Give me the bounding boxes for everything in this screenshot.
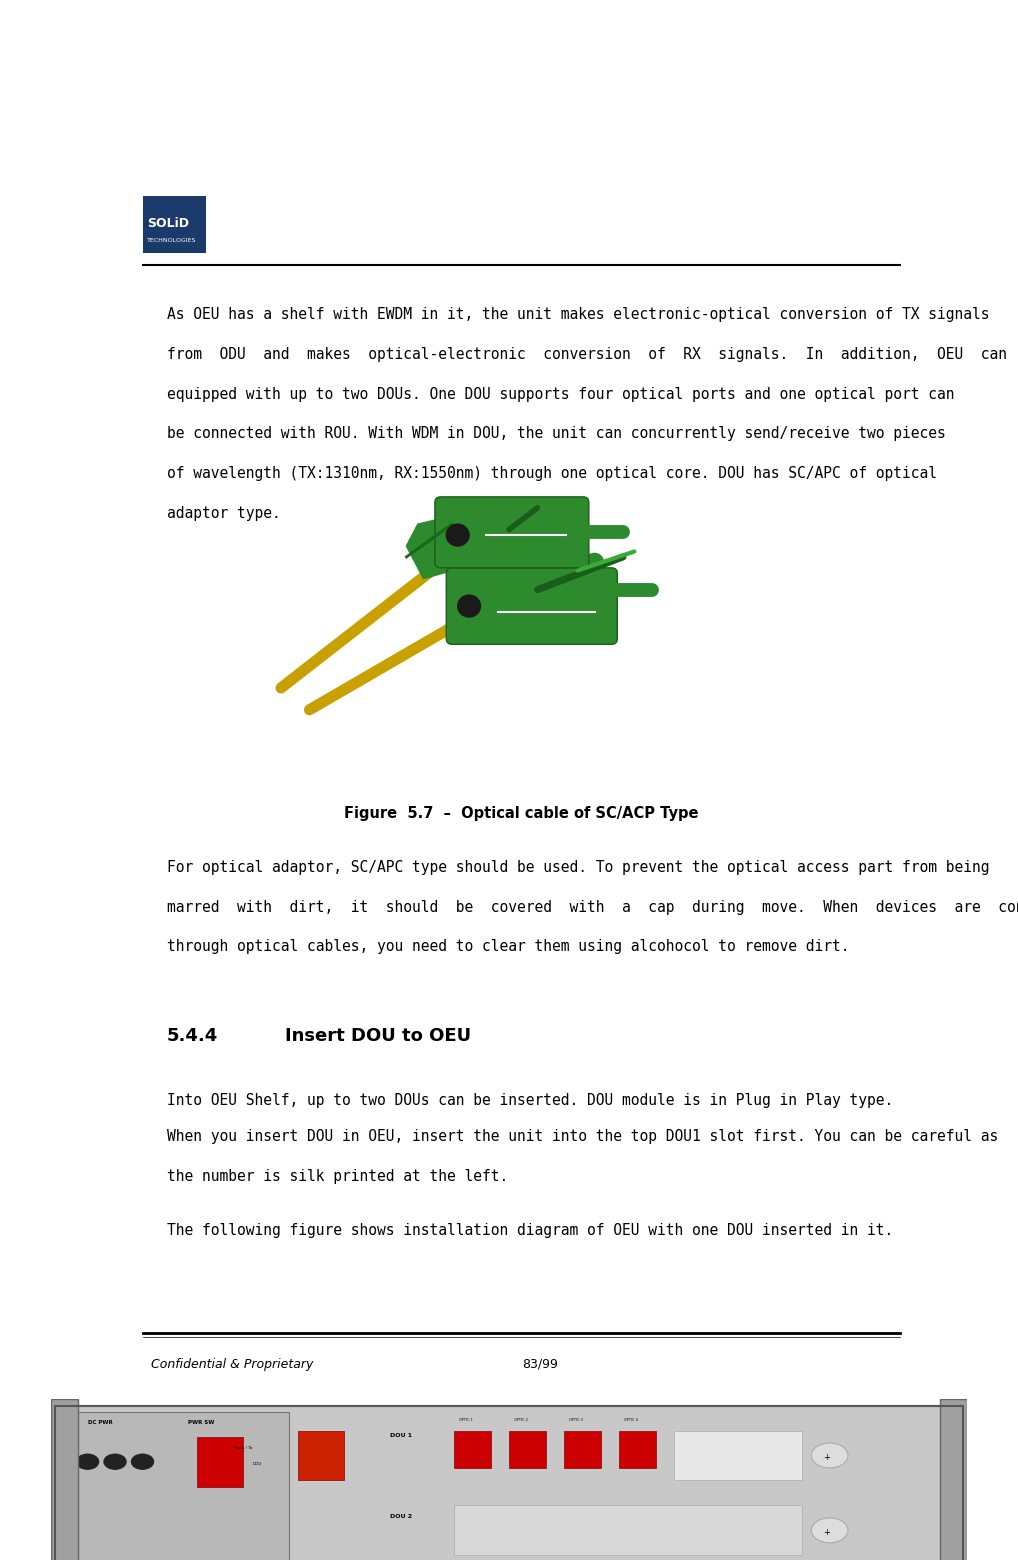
- Bar: [509, 1431, 546, 1468]
- Circle shape: [446, 524, 469, 546]
- Text: Into OEU Shelf, up to two DOUs can be inserted. DOU module is in Plug in Play ty: Into OEU Shelf, up to two DOUs can be in…: [167, 1094, 893, 1108]
- Text: OPTIC 3: OPTIC 3: [568, 1418, 582, 1423]
- Circle shape: [458, 596, 480, 616]
- Text: 83/99: 83/99: [521, 1357, 558, 1371]
- Circle shape: [104, 1454, 126, 1470]
- Text: 5.4.4: 5.4.4: [167, 1026, 218, 1045]
- Bar: [454, 1431, 491, 1468]
- Text: from  ODU  and  makes  optical-electronic  conversion  of  RX  signals.  In  add: from ODU and makes optical-electronic co…: [167, 346, 1018, 362]
- Circle shape: [76, 1454, 99, 1470]
- Bar: [60, 1412, 289, 1560]
- Text: equipped with up to two DOUs. One DOU supports four optical ports and one optica: equipped with up to two DOUs. One DOU su…: [167, 387, 954, 401]
- Polygon shape: [406, 513, 498, 579]
- Text: OPTIC 2: OPTIC 2: [513, 1418, 527, 1423]
- Text: For optical adaptor, SC/APC type should be used. To prevent the optical access p: For optical adaptor, SC/APC type should …: [167, 860, 989, 875]
- Text: SOLiD: SOLiD: [147, 217, 189, 229]
- Text: PWR SW: PWR SW: [188, 1420, 215, 1426]
- Text: +: +: [824, 1527, 830, 1537]
- Bar: [454, 1505, 802, 1555]
- Bar: [298, 1431, 344, 1480]
- FancyBboxPatch shape: [446, 568, 617, 644]
- Text: As OEU has a shelf with EWDM in it, the unit makes electronic-optical conversion: As OEU has a shelf with EWDM in it, the …: [167, 307, 989, 323]
- Text: the number is silk printed at the left.: the number is silk printed at the left.: [167, 1168, 508, 1184]
- Text: When you insert DOU in OEU, insert the unit into the top DOU1 slot first. You ca: When you insert DOU in OEU, insert the u…: [167, 1129, 998, 1143]
- Text: TECHNOLOGIES: TECHNOLOGIES: [147, 237, 196, 242]
- Bar: [940, 1399, 967, 1560]
- Bar: [619, 1431, 656, 1468]
- Text: DOU: DOU: [252, 1462, 262, 1466]
- Circle shape: [811, 1518, 848, 1543]
- Text: marred  with  dirt,  it  should  be  covered  with  a  cap  during  move.  When : marred with dirt, it should be covered w…: [167, 900, 1018, 914]
- FancyBboxPatch shape: [143, 195, 206, 253]
- Text: Figure  5.7  –  Optical cable of SC/ACP Type: Figure 5.7 – Optical cable of SC/ACP Typ…: [344, 807, 699, 821]
- Text: of wavelength (TX:1310nm, RX:1550nm) through one optical core. DOU has SC/APC of: of wavelength (TX:1310nm, RX:1550nm) thr…: [167, 466, 937, 480]
- Bar: [674, 1431, 802, 1480]
- Text: +: +: [824, 1452, 830, 1462]
- Text: The following figure shows installation diagram of OEU with one DOU inserted in : The following figure shows installation …: [167, 1223, 893, 1237]
- Text: OPTIC 1: OPTIC 1: [458, 1418, 472, 1423]
- Bar: [51, 1399, 78, 1560]
- Bar: [564, 1431, 601, 1468]
- Circle shape: [131, 1454, 154, 1470]
- Text: The following figure shows installation diagram of OEU with two DOUs inserted in: The following figure shows installation …: [167, 1438, 902, 1454]
- Bar: [197, 1437, 243, 1487]
- Text: be connected with ROU. With WDM in DOU, the unit can concurrently send/receive t: be connected with ROU. With WDM in DOU, …: [167, 426, 946, 441]
- Text: Confidential & Proprietary: Confidential & Proprietary: [151, 1357, 314, 1371]
- Text: through optical cables, you need to clear them using alcohocol to remove dirt.: through optical cables, you need to clea…: [167, 939, 849, 955]
- Text: DC PWR: DC PWR: [88, 1420, 112, 1426]
- FancyBboxPatch shape: [435, 498, 588, 568]
- FancyBboxPatch shape: [56, 1406, 962, 1560]
- Text: From / To: From / To: [234, 1446, 252, 1451]
- Text: DOU 2: DOU 2: [390, 1513, 412, 1519]
- Text: OPTIC 4: OPTIC 4: [623, 1418, 637, 1423]
- Text: Insert DOU to OEU: Insert DOU to OEU: [285, 1026, 471, 1045]
- Text: DOU 1: DOU 1: [390, 1432, 412, 1438]
- Circle shape: [811, 1443, 848, 1468]
- Text: adaptor type.: adaptor type.: [167, 505, 280, 521]
